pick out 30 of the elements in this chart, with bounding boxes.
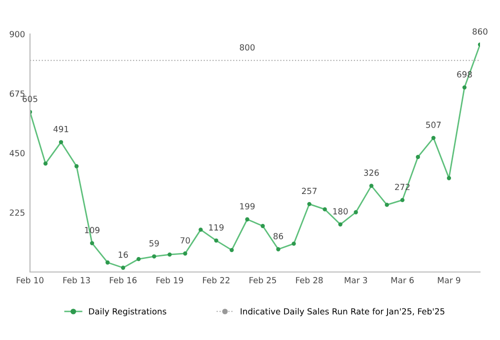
x-tick-label: Feb 25	[250, 276, 276, 284]
data-label: 199	[240, 203, 255, 210]
data-label: 257	[302, 188, 317, 194]
data-label: 16	[118, 252, 128, 258]
x-tick-label: Mar 9	[438, 277, 460, 284]
legend-label: Daily Registrations	[89, 308, 166, 316]
x-tick-label: Mar 6	[391, 277, 414, 284]
data-label: 491	[53, 126, 68, 132]
y-tick-label: 675	[10, 90, 24, 97]
data-label: 180	[333, 208, 348, 214]
data-label: 860	[472, 28, 488, 35]
data-label: 507	[426, 122, 441, 128]
x-tick-label: Feb 19	[156, 276, 184, 284]
data-label: 605	[22, 96, 38, 102]
y-tick-label: 225	[10, 209, 24, 216]
data-label: 59	[149, 240, 159, 246]
annotation: 800	[240, 44, 255, 50]
x-tick-label: Feb 16	[110, 276, 137, 284]
x-tick-label: Feb 28	[296, 276, 323, 284]
x-tick-label: Mar 3	[344, 277, 368, 284]
y-tick-label: 900	[10, 30, 25, 38]
data-label: 86	[274, 233, 284, 240]
legend-label: Indicative Daily Sales Run Rate for Jan'25, Feb'25	[240, 308, 444, 316]
x-tick-label: Feb 13	[63, 276, 90, 284]
data-label: 70	[180, 237, 190, 244]
data-label: 326	[364, 170, 379, 176]
x-tick-label: Feb 10	[16, 276, 44, 284]
y-tick-label: 450	[10, 150, 25, 156]
data-label: 119	[209, 224, 224, 231]
x-tick-label: Feb 22	[203, 276, 230, 284]
